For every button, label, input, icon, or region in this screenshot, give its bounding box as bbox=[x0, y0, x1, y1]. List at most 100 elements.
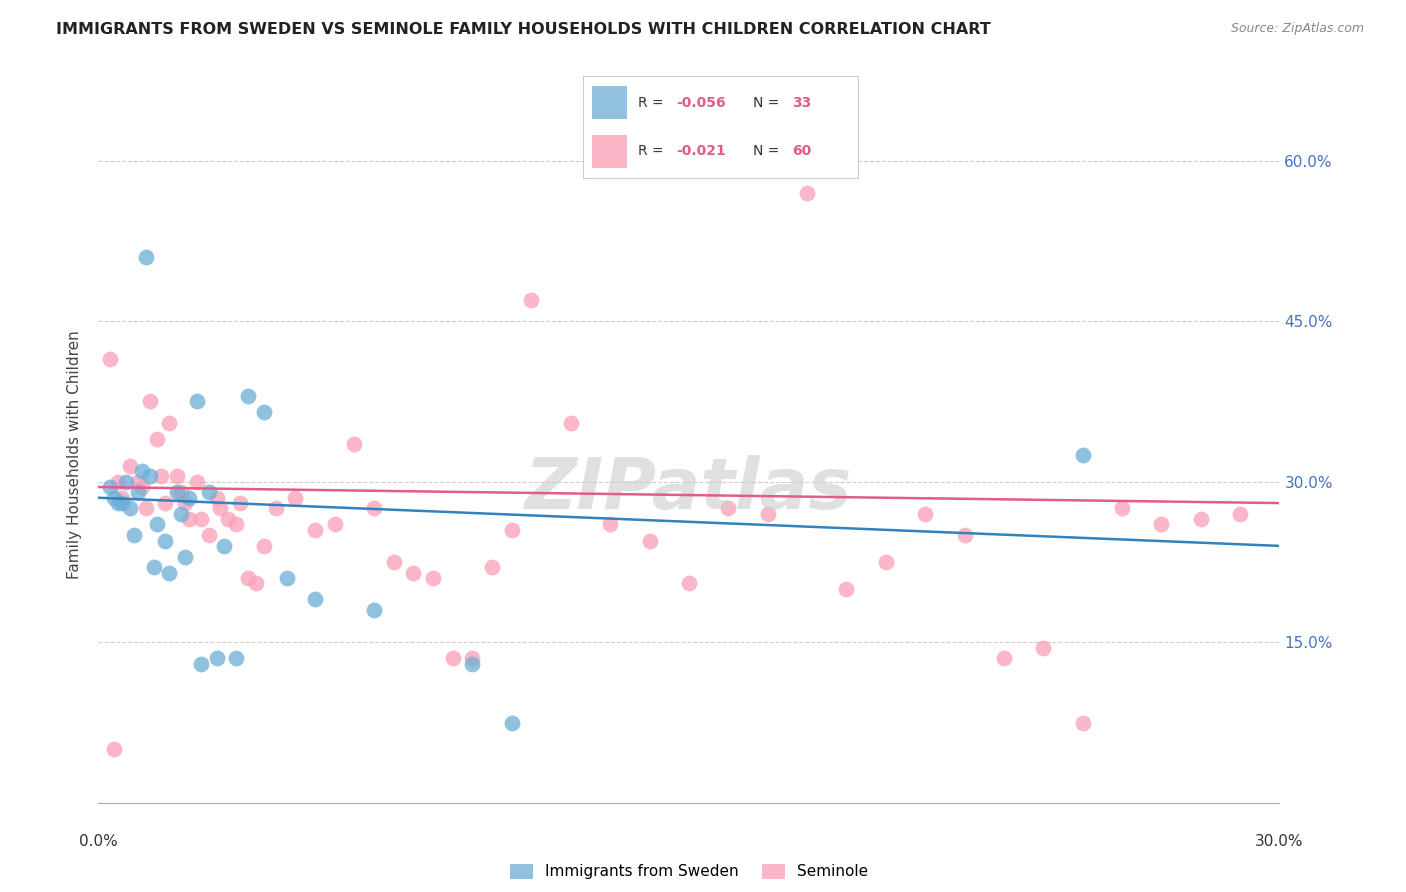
Point bbox=[135, 250, 157, 264]
Point bbox=[363, 603, 385, 617]
Point bbox=[1111, 501, 1133, 516]
Point bbox=[225, 517, 247, 532]
Point bbox=[236, 389, 259, 403]
Point bbox=[111, 491, 134, 505]
Point bbox=[796, 186, 818, 200]
Point bbox=[756, 507, 779, 521]
Point bbox=[138, 469, 160, 483]
Point bbox=[214, 539, 236, 553]
Y-axis label: Family Households with Children: Family Households with Children bbox=[67, 331, 83, 579]
Point bbox=[217, 512, 239, 526]
Point bbox=[209, 501, 232, 516]
Point bbox=[186, 394, 208, 409]
Point bbox=[115, 475, 138, 489]
Point bbox=[98, 480, 121, 494]
Point bbox=[142, 560, 165, 574]
Point bbox=[422, 571, 444, 585]
Point bbox=[135, 501, 157, 516]
Point bbox=[953, 528, 976, 542]
Point bbox=[127, 475, 149, 489]
Text: R =: R = bbox=[638, 145, 668, 158]
Point bbox=[875, 555, 897, 569]
Point bbox=[177, 512, 200, 526]
Point bbox=[166, 469, 188, 483]
Bar bbox=[592, 136, 627, 168]
Point bbox=[155, 533, 177, 548]
Point bbox=[236, 571, 259, 585]
Text: 60: 60 bbox=[792, 145, 811, 158]
Point bbox=[174, 549, 197, 564]
Point bbox=[131, 480, 153, 494]
Text: 33: 33 bbox=[792, 96, 811, 110]
Point bbox=[323, 517, 346, 532]
Point bbox=[146, 432, 169, 446]
Point bbox=[1071, 715, 1094, 730]
Point bbox=[284, 491, 307, 505]
Point bbox=[157, 416, 180, 430]
Point bbox=[166, 485, 188, 500]
Legend: Immigrants from Sweden, Seminole: Immigrants from Sweden, Seminole bbox=[503, 857, 875, 886]
Point bbox=[1071, 448, 1094, 462]
Point bbox=[343, 437, 366, 451]
Text: -0.021: -0.021 bbox=[676, 145, 727, 158]
Point bbox=[190, 657, 212, 671]
Text: IMMIGRANTS FROM SWEDEN VS SEMINOLE FAMILY HOUSEHOLDS WITH CHILDREN CORRELATION C: IMMIGRANTS FROM SWEDEN VS SEMINOLE FAMIL… bbox=[56, 22, 991, 37]
Text: ZIPatlas: ZIPatlas bbox=[526, 455, 852, 524]
Point bbox=[993, 651, 1015, 665]
Point bbox=[835, 582, 858, 596]
Text: R =: R = bbox=[638, 96, 668, 110]
Point bbox=[177, 491, 200, 505]
Point bbox=[678, 576, 700, 591]
Point bbox=[107, 475, 129, 489]
Point bbox=[150, 469, 173, 483]
Text: N =: N = bbox=[754, 96, 785, 110]
Point bbox=[253, 539, 276, 553]
Point bbox=[197, 528, 219, 542]
Point bbox=[481, 560, 503, 574]
Point bbox=[914, 507, 936, 521]
Point bbox=[131, 464, 153, 478]
Point bbox=[229, 496, 252, 510]
Point bbox=[205, 651, 228, 665]
Point bbox=[304, 592, 326, 607]
Point bbox=[560, 416, 582, 430]
Point bbox=[382, 555, 405, 569]
Point bbox=[1229, 507, 1251, 521]
Point bbox=[264, 501, 287, 516]
Point bbox=[461, 657, 484, 671]
Text: 30.0%: 30.0% bbox=[1256, 834, 1303, 849]
Bar bbox=[592, 87, 627, 119]
Text: -0.056: -0.056 bbox=[676, 96, 727, 110]
Point bbox=[174, 496, 197, 510]
Text: 0.0%: 0.0% bbox=[79, 834, 118, 849]
Point bbox=[190, 512, 212, 526]
Text: N =: N = bbox=[754, 145, 785, 158]
Point bbox=[717, 501, 740, 516]
Point bbox=[253, 405, 276, 419]
Point bbox=[170, 507, 193, 521]
Point bbox=[103, 742, 125, 756]
Point bbox=[111, 496, 134, 510]
Point bbox=[501, 523, 523, 537]
Point bbox=[205, 491, 228, 505]
Text: Source: ZipAtlas.com: Source: ZipAtlas.com bbox=[1230, 22, 1364, 36]
Point bbox=[122, 528, 145, 542]
Point bbox=[225, 651, 247, 665]
Point bbox=[186, 475, 208, 489]
Point bbox=[107, 496, 129, 510]
Point bbox=[638, 533, 661, 548]
Point bbox=[599, 517, 621, 532]
Point bbox=[1150, 517, 1173, 532]
Point bbox=[170, 485, 193, 500]
Point bbox=[245, 576, 267, 591]
Point bbox=[103, 491, 125, 505]
Point bbox=[304, 523, 326, 537]
Point bbox=[138, 394, 160, 409]
Point bbox=[276, 571, 298, 585]
Point bbox=[501, 715, 523, 730]
Point bbox=[461, 651, 484, 665]
Point bbox=[127, 485, 149, 500]
Point bbox=[363, 501, 385, 516]
Point bbox=[197, 485, 219, 500]
Point bbox=[402, 566, 425, 580]
